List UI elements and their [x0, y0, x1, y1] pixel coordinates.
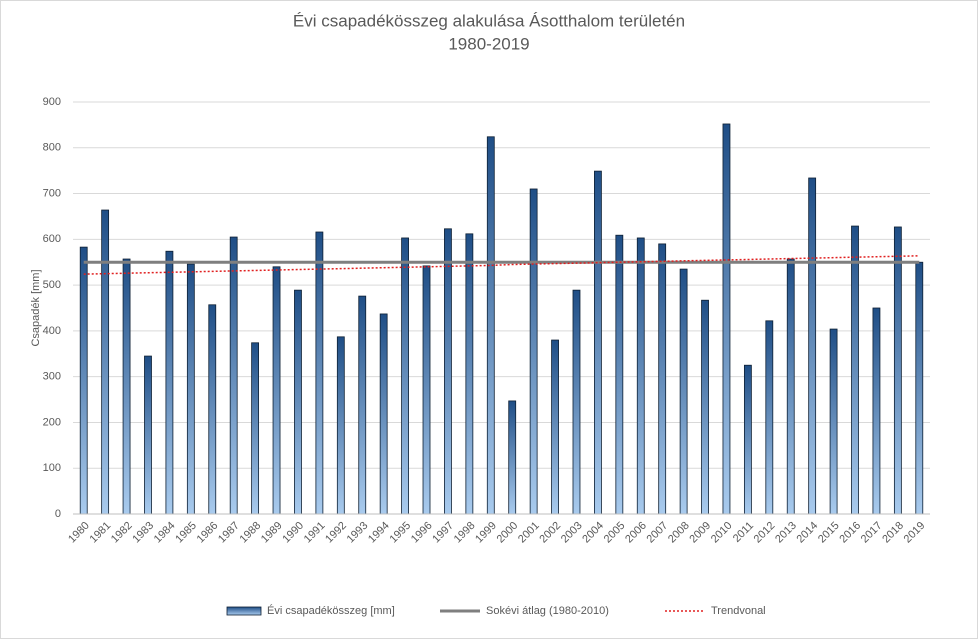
y-tick-label: 200 [43, 416, 61, 428]
y-tick-label: 700 [43, 187, 61, 199]
chart-subtitle: 1980-2019 [448, 34, 529, 53]
bar [915, 261, 924, 515]
bar [272, 266, 281, 515]
y-tick-label: 400 [43, 325, 61, 337]
bar [251, 342, 260, 515]
bar [422, 265, 431, 515]
bar [315, 231, 324, 515]
y-tick-label: 0 [55, 508, 61, 520]
bar [208, 304, 217, 515]
y-tick-label: 600 [43, 233, 61, 245]
line [83, 255, 920, 275]
legend-label: Trendvonal [711, 605, 766, 617]
bar [401, 237, 409, 515]
bar [508, 400, 517, 515]
bar [444, 228, 452, 515]
bar [786, 258, 795, 515]
legend-label: Évi csapadékösszeg [mm] [267, 604, 395, 617]
bar [229, 236, 238, 515]
bar [701, 299, 709, 515]
bar [486, 136, 495, 515]
bar [851, 225, 859, 515]
bar [122, 258, 131, 515]
bar [79, 246, 88, 515]
bar [893, 226, 902, 515]
bar [658, 243, 667, 515]
bar [551, 339, 559, 515]
bar [186, 263, 195, 515]
bar [722, 123, 731, 515]
y-axis-label: Csapadék [mm] [30, 269, 42, 346]
chart-title: Évi csapadékösszeg alakulása Ásotthalom … [293, 11, 685, 30]
bar [808, 177, 817, 515]
legend-swatch [226, 606, 262, 616]
y-tick-label: 800 [43, 142, 61, 154]
bar [679, 268, 688, 515]
bar [358, 295, 367, 515]
bar [529, 188, 538, 515]
bar [743, 364, 752, 515]
bar [165, 250, 174, 515]
bar [294, 289, 302, 515]
bar [765, 320, 774, 515]
legend-label: Sokévi átlag (1980-2010) [486, 605, 609, 617]
bar [572, 289, 581, 515]
y-tick-label: 100 [43, 462, 61, 474]
bar [144, 355, 152, 515]
bar [872, 307, 881, 515]
y-tick-label: 900 [43, 96, 61, 108]
bar [336, 336, 345, 515]
y-tick-label: 500 [43, 279, 61, 291]
bar [615, 234, 624, 515]
bar [594, 170, 602, 515]
y-tick-label: 300 [43, 371, 61, 383]
bar [101, 209, 110, 515]
bar [379, 313, 388, 515]
bar [829, 328, 838, 515]
bar [465, 233, 474, 515]
bar [636, 237, 645, 515]
